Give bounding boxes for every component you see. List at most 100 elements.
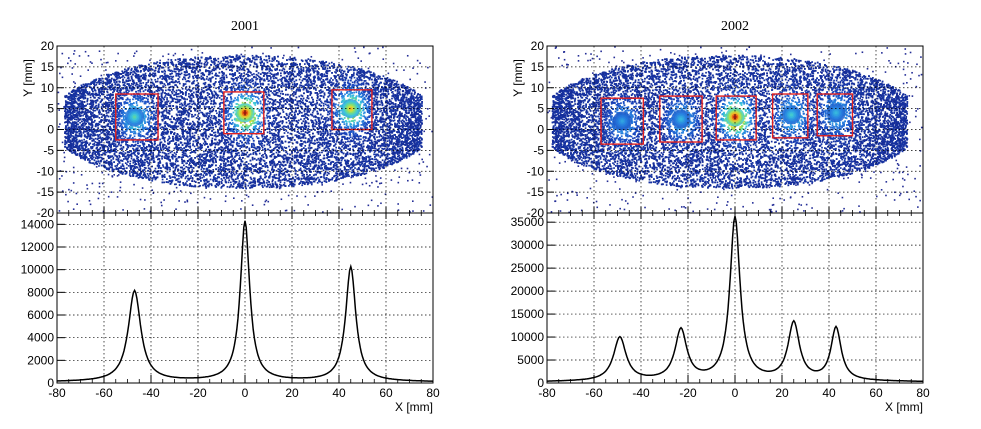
density-point [422, 210, 425, 212]
density-point [397, 209, 400, 211]
density-point [278, 187, 281, 190]
density-point [330, 190, 333, 193]
density-point [133, 183, 135, 186]
density-point [119, 181, 122, 183]
density-point [367, 67, 370, 70]
density-point [107, 61, 109, 64]
density-point [102, 210, 105, 213]
density-point [379, 182, 381, 185]
density-point [163, 199, 165, 201]
density-point [289, 56, 291, 58]
density-point [87, 55, 90, 57]
density-point [412, 67, 414, 69]
density-point [406, 167, 409, 170]
density-point [297, 46, 300, 49]
density-point [67, 62, 69, 65]
density-point [342, 183, 344, 185]
density-point [159, 59, 161, 62]
density-point [322, 211, 324, 213]
density-point [86, 184, 88, 186]
density-point [175, 208, 177, 210]
density-point [398, 176, 401, 178]
density-point [73, 53, 75, 55]
density-point [138, 64, 141, 67]
density-point [314, 195, 316, 197]
density-point [143, 208, 146, 210]
heatmap-density [57, 46, 433, 213]
density-point [379, 177, 382, 179]
density-point [357, 57, 360, 59]
density-point [58, 210, 61, 212]
density-point [117, 52, 119, 55]
density-point [394, 169, 396, 171]
density-point [133, 52, 136, 55]
density-point [421, 158, 423, 161]
density-point [101, 182, 104, 185]
density-point [117, 174, 120, 176]
density-point [74, 82, 76, 85]
density-point [63, 156, 66, 159]
density-point [63, 160, 65, 163]
density-point [280, 198, 283, 201]
density-point [58, 177, 61, 180]
density-point [59, 123, 61, 125]
density-point [186, 199, 189, 202]
density-point [141, 187, 144, 189]
density-point [205, 187, 207, 189]
density-point [363, 46, 365, 49]
density-point [287, 194, 290, 197]
density-point [267, 200, 270, 203]
density-point [100, 58, 102, 61]
density-point [349, 181, 352, 184]
density-point [416, 59, 419, 62]
density-point [247, 195, 250, 198]
density-point [76, 203, 78, 205]
density-point [304, 195, 307, 198]
density-point [79, 75, 82, 77]
density-point [251, 46, 253, 49]
density-point [375, 175, 377, 177]
density-point [380, 182, 383, 184]
density-point [98, 182, 101, 185]
density-point [428, 115, 431, 117]
density-point [387, 72, 390, 75]
density-point [429, 204, 432, 206]
density-point [71, 67, 74, 69]
density-point [406, 54, 409, 57]
density-point [190, 192, 192, 195]
density-point [370, 199, 373, 202]
density-point [91, 62, 93, 64]
density-point [240, 53, 243, 56]
density-point [151, 189, 154, 191]
density-point [371, 181, 373, 184]
density-point [65, 193, 67, 196]
density-point [133, 55, 135, 57]
density-point [397, 181, 400, 184]
density-point [87, 69, 90, 71]
density-point [392, 62, 395, 65]
density-point [105, 69, 107, 71]
density-point [113, 174, 116, 176]
density-point [341, 208, 344, 211]
density-point [119, 189, 121, 192]
density-point [411, 179, 414, 181]
density-point [89, 61, 92, 63]
density-point [175, 186, 178, 189]
density-point [89, 203, 92, 206]
density-point [172, 54, 175, 57]
density-point [144, 199, 146, 201]
density-point [70, 189, 73, 192]
density-point [310, 55, 313, 58]
density-point [59, 72, 61, 75]
density-point [58, 109, 61, 111]
density-point [321, 184, 323, 186]
density-point [105, 61, 108, 64]
density-point [114, 60, 117, 62]
chart-title: 2001 [231, 19, 259, 34]
density-point [63, 151, 65, 154]
density-point [384, 193, 387, 196]
density-point [354, 205, 356, 208]
density-point [119, 186, 122, 189]
density-point [71, 73, 73, 75]
